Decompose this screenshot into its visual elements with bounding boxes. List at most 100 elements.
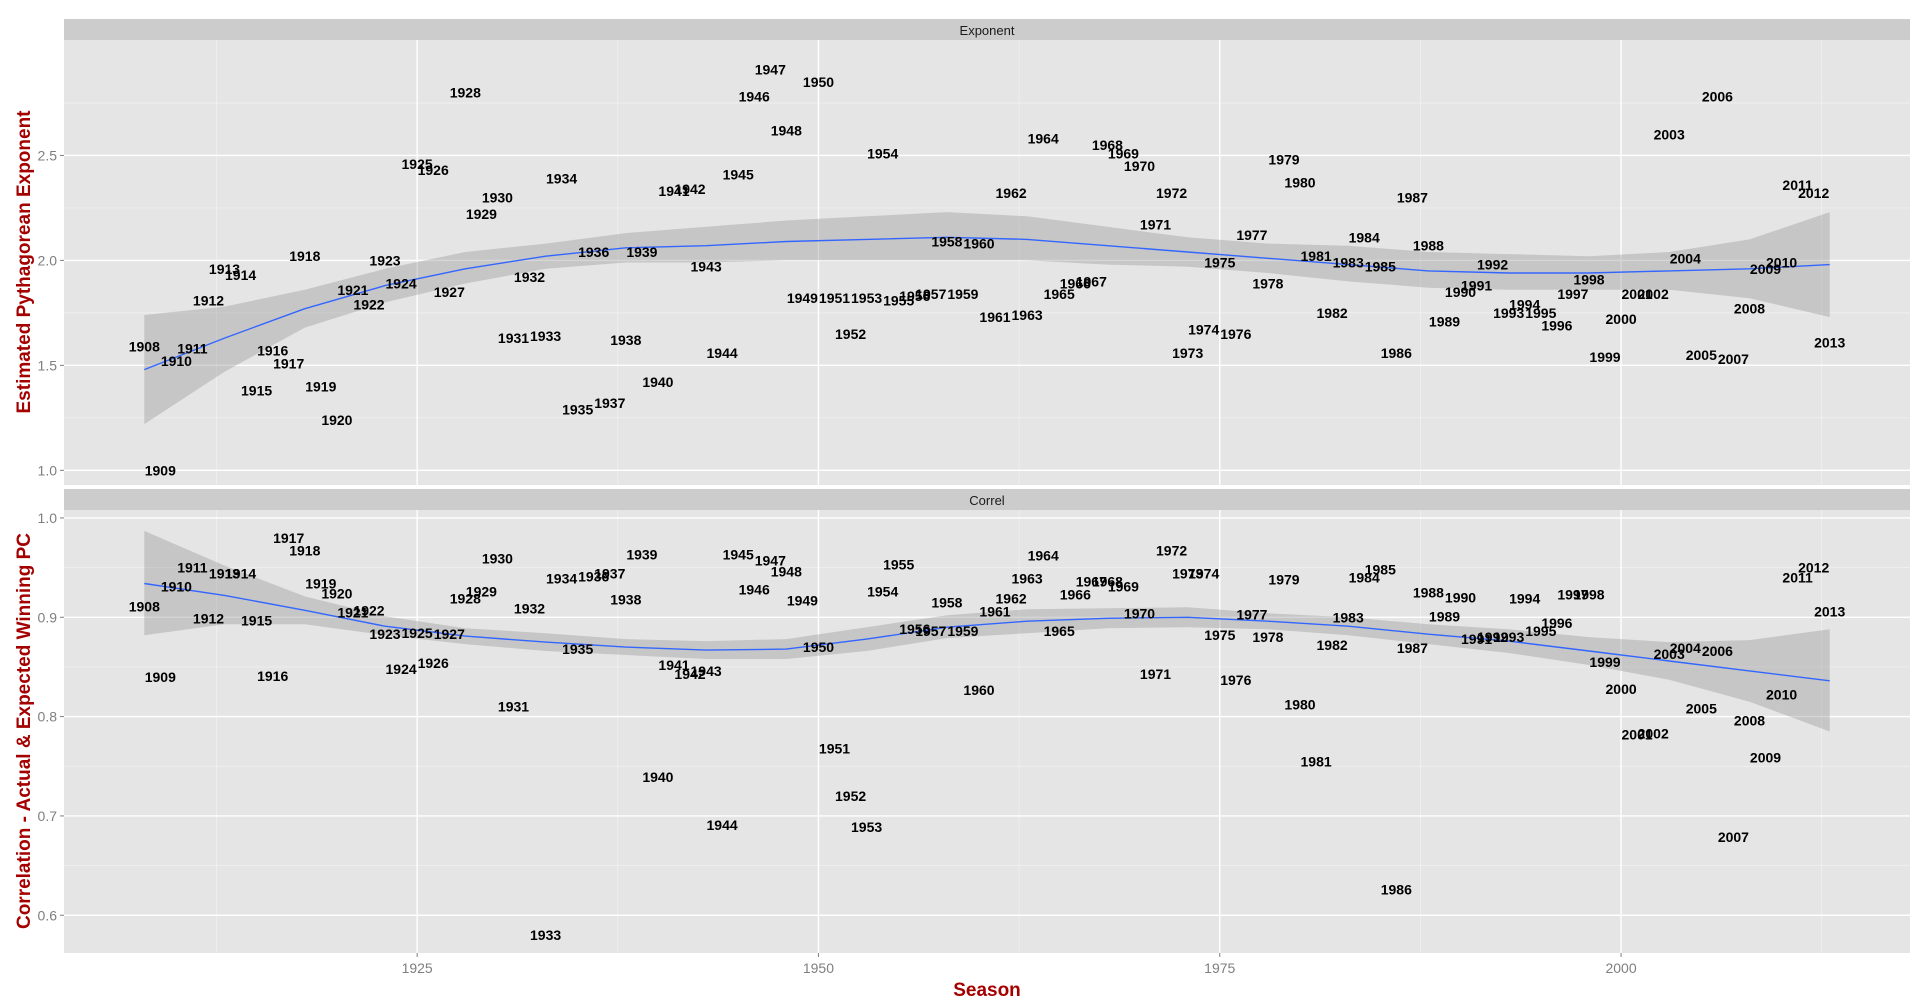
point-label-1921: 1921 bbox=[337, 282, 368, 298]
point-label-1919: 1919 bbox=[305, 378, 336, 394]
point-label-1927: 1927 bbox=[434, 284, 465, 300]
point-label-1959: 1959 bbox=[947, 623, 978, 639]
y-tick-label: 0.6 bbox=[38, 907, 58, 923]
point-label-1965: 1965 bbox=[1044, 623, 1075, 639]
point-label-1942: 1942 bbox=[674, 181, 705, 197]
point-label-1993: 1993 bbox=[1493, 629, 1524, 645]
point-label-1994: 1994 bbox=[1509, 297, 1540, 313]
point-label-2002: 2002 bbox=[1638, 726, 1669, 742]
point-label-1990: 1990 bbox=[1445, 589, 1476, 605]
point-label-1932: 1932 bbox=[514, 600, 545, 616]
point-label-1997: 1997 bbox=[1557, 586, 1588, 602]
point-label-1941: 1941 bbox=[658, 183, 689, 199]
point-label-1999: 1999 bbox=[1589, 654, 1620, 670]
point-label-1919: 1919 bbox=[305, 576, 336, 592]
point-label-1910: 1910 bbox=[161, 579, 192, 595]
point-label-1948: 1948 bbox=[771, 122, 802, 138]
point-label-1956: 1956 bbox=[899, 621, 930, 637]
point-label-1928: 1928 bbox=[450, 85, 481, 101]
point-label-1929: 1929 bbox=[466, 206, 497, 222]
y-tick-label: 1.0 bbox=[38, 510, 58, 526]
point-label-1992: 1992 bbox=[1477, 629, 1508, 645]
point-label-1996: 1996 bbox=[1541, 615, 1572, 631]
point-label-2006: 2006 bbox=[1702, 89, 1733, 105]
point-label-1908: 1908 bbox=[129, 339, 160, 355]
point-label-1998: 1998 bbox=[1573, 586, 1604, 602]
strip-exponent-background bbox=[64, 19, 1910, 40]
point-label-1968: 1968 bbox=[1092, 137, 1123, 153]
point-label-1935: 1935 bbox=[562, 641, 593, 657]
point-label-1941: 1941 bbox=[658, 657, 689, 673]
point-label-1924: 1924 bbox=[386, 276, 417, 292]
panel-exponent-grid bbox=[64, 40, 1910, 485]
strip-correl-background bbox=[64, 489, 1910, 510]
point-label-1957: 1957 bbox=[915, 286, 946, 302]
point-label-1967: 1967 bbox=[1076, 574, 1107, 590]
point-label-1979: 1979 bbox=[1268, 572, 1299, 588]
point-label-1940: 1940 bbox=[642, 374, 673, 390]
point-label-1985: 1985 bbox=[1365, 259, 1396, 275]
point-label-1988: 1988 bbox=[1413, 584, 1444, 600]
panel-correl: Correl 190819091910191119121913191419151… bbox=[38, 489, 1910, 953]
point-label-2001: 2001 bbox=[1622, 286, 1653, 302]
point-label-2012: 2012 bbox=[1798, 185, 1829, 201]
confidence-band bbox=[144, 212, 1830, 425]
y-axis-title-correl: Correlation - Actual & Expected Winning … bbox=[14, 533, 35, 929]
point-label-1999: 1999 bbox=[1589, 349, 1620, 365]
x-tick-label: 1950 bbox=[803, 960, 834, 976]
point-label-1977: 1977 bbox=[1236, 606, 1267, 622]
point-label-1918: 1918 bbox=[289, 248, 320, 264]
point-label-1951: 1951 bbox=[819, 740, 850, 756]
point-label-1974: 1974 bbox=[1188, 322, 1219, 338]
point-label-1998: 1998 bbox=[1573, 271, 1604, 287]
point-label-1912: 1912 bbox=[193, 610, 224, 626]
point-label-1984: 1984 bbox=[1349, 229, 1380, 245]
point-label-1916: 1916 bbox=[257, 668, 288, 684]
point-label-2008: 2008 bbox=[1734, 301, 1765, 317]
point-label-1981: 1981 bbox=[1301, 248, 1332, 264]
point-label-1955: 1955 bbox=[883, 557, 914, 573]
panel-correl-background bbox=[64, 510, 1910, 953]
point-label-1930: 1930 bbox=[482, 551, 513, 567]
y-axis-title-exponent: Estimated Pythagorean Exponent bbox=[14, 110, 35, 414]
point-label-1944: 1944 bbox=[707, 345, 738, 361]
point-label-2012: 2012 bbox=[1798, 560, 1829, 576]
point-label-1984: 1984 bbox=[1349, 570, 1380, 586]
point-label-2010: 2010 bbox=[1766, 255, 1797, 271]
y-tick-label: 1.0 bbox=[38, 462, 58, 478]
point-label-1953: 1953 bbox=[851, 819, 882, 835]
point-label-1976: 1976 bbox=[1220, 326, 1251, 342]
point-label-1935: 1935 bbox=[562, 401, 593, 417]
strip-correl-label: Correl bbox=[969, 493, 1005, 508]
point-label-2004: 2004 bbox=[1670, 250, 1701, 266]
y-tick-label: 2.5 bbox=[38, 147, 58, 163]
point-label-1932: 1932 bbox=[514, 269, 545, 285]
point-label-1970: 1970 bbox=[1124, 158, 1155, 174]
point-label-1962: 1962 bbox=[996, 590, 1027, 606]
point-label-1918: 1918 bbox=[289, 543, 320, 559]
point-label-1982: 1982 bbox=[1317, 305, 1348, 321]
panel-exponent-y-axis: 1.0 1.5 2.0 2.5 bbox=[38, 147, 64, 478]
point-label-1973: 1973 bbox=[1172, 566, 1203, 582]
point-label-1939: 1939 bbox=[626, 244, 657, 260]
point-label-1983: 1983 bbox=[1333, 255, 1364, 271]
x-tick-label: 1925 bbox=[402, 960, 433, 976]
point-label-1947: 1947 bbox=[755, 553, 786, 569]
panel-exponent-smooth bbox=[144, 212, 1830, 425]
point-label-1940: 1940 bbox=[642, 769, 673, 785]
point-label-1971: 1971 bbox=[1140, 666, 1171, 682]
x-tick-label: 2000 bbox=[1605, 960, 1636, 976]
point-label-1969: 1969 bbox=[1108, 579, 1139, 595]
point-label-1952: 1952 bbox=[835, 788, 866, 804]
point-label-1933: 1933 bbox=[530, 927, 561, 943]
point-label-1936: 1936 bbox=[578, 569, 609, 585]
point-label-1924: 1924 bbox=[386, 661, 417, 677]
point-label-1979: 1979 bbox=[1268, 152, 1299, 168]
smooth-trend-line bbox=[144, 236, 1830, 371]
point-label-1970: 1970 bbox=[1124, 605, 1155, 621]
point-label-1922: 1922 bbox=[353, 297, 384, 313]
point-label-1948: 1948 bbox=[771, 564, 802, 580]
point-label-1949: 1949 bbox=[787, 592, 818, 608]
